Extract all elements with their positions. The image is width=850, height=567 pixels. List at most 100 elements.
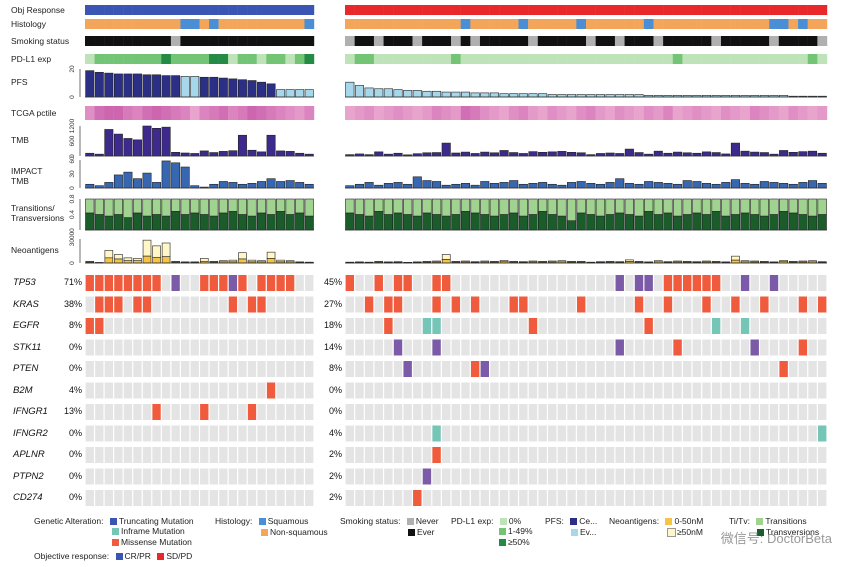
- mutation-cell: [133, 382, 142, 399]
- track-label: IMPACT TMB: [11, 166, 43, 186]
- mutation-cell: [634, 318, 644, 334]
- pdl1-cell-right: [586, 54, 596, 64]
- smoking-cell-right: [364, 36, 375, 46]
- mutation-cell: [190, 296, 199, 313]
- response-cell-right: [499, 5, 510, 15]
- pfs-bar: [161, 75, 171, 98]
- neoantigen-high-bar: [123, 257, 133, 262]
- mutation-cell: [238, 275, 247, 291]
- mutation-cell: [596, 318, 605, 334]
- mutation-cell: [171, 339, 180, 356]
- smoking-cell-left: [285, 36, 296, 46]
- mutation-cell: [769, 404, 779, 420]
- tcga-cell-right: [566, 106, 577, 120]
- pdl1-cell-right: [557, 54, 567, 64]
- mutation-cell: [95, 318, 104, 334]
- mutation-cell: [683, 318, 692, 334]
- mutation-cell: [692, 318, 702, 334]
- mutation-cell: [104, 468, 114, 485]
- mutation-cell: [247, 425, 257, 442]
- impact-bar: [266, 178, 276, 189]
- transition-bar: [537, 198, 548, 212]
- histology-cell-right: [720, 19, 731, 29]
- mutation-cell: [123, 404, 133, 420]
- mutation-cell: [702, 382, 711, 399]
- pfs-bar: [94, 71, 104, 98]
- legend-neo: Neoantigens: 0-50nM: [609, 516, 703, 526]
- impact-bar: [364, 182, 374, 189]
- mutation-cell: [345, 404, 355, 420]
- mutation-cell: [432, 339, 441, 356]
- impact-bar: [730, 179, 740, 189]
- mutation-cell: [266, 275, 276, 291]
- transition-bar: [701, 198, 712, 215]
- mutation-cell: [152, 361, 161, 377]
- tmb-bar: [808, 150, 818, 157]
- pdl1-cell-left: [237, 54, 248, 64]
- legend-response: Objective response: CR/PR SD/PD: [34, 551, 192, 561]
- transversion-bar: [537, 211, 548, 231]
- smoking-cell-right: [422, 36, 432, 46]
- impact-bar: [304, 183, 314, 189]
- gene-name: KRAS: [13, 298, 39, 310]
- smoking-cell-left: [266, 36, 277, 46]
- mutation-cell: [209, 318, 218, 334]
- pdl1-cell-left: [151, 54, 162, 64]
- mutation-cell: [190, 318, 199, 334]
- mutation-cell: [683, 490, 692, 506]
- impact-bar: [403, 183, 413, 189]
- legend-tv: Transversions: [753, 527, 819, 537]
- mutation-cell: [276, 361, 285, 377]
- mutation-cell: [692, 361, 702, 377]
- tmb-bar: [759, 152, 769, 157]
- pdl1-cell-right: [547, 54, 558, 64]
- mutation-cell: [247, 339, 257, 356]
- histology-cell-right: [422, 19, 432, 29]
- legend-nonsquamous-label: Non-squamous: [270, 527, 328, 537]
- mutation-cell: [364, 468, 374, 485]
- mutation-cell: [605, 339, 615, 356]
- tmb-bar: [518, 153, 528, 157]
- mutation-cell: [538, 361, 547, 377]
- mutation-cell: [567, 275, 576, 291]
- transversion-bar: [518, 215, 528, 231]
- mutation-cell: [171, 382, 180, 399]
- histology-cell-left: [142, 19, 152, 29]
- histology-cell-right: [557, 19, 567, 29]
- mutation-cell: [171, 468, 180, 485]
- response-cell-left: [237, 5, 248, 15]
- mutation-cell: [509, 318, 518, 334]
- impact-tick-label: 0: [69, 186, 76, 190]
- tcga-cell-right: [518, 106, 529, 120]
- response-cell-left: [180, 5, 191, 15]
- mutation-cell: [461, 404, 470, 420]
- tcga-cell-right: [730, 106, 741, 120]
- gene-left-percent: 4%: [68, 384, 82, 395]
- mutation-cell: [798, 404, 808, 420]
- mutation-cell: [114, 382, 123, 399]
- mutation-cell: [95, 447, 104, 463]
- smoking-cell-right: [345, 36, 355, 46]
- mutation-cell: [750, 296, 759, 313]
- transition-bar: [499, 198, 509, 215]
- mutation-cell: [470, 339, 480, 356]
- mutation-cell: [490, 275, 499, 291]
- pfs-bar: [285, 89, 295, 98]
- transversion-bar: [595, 215, 606, 231]
- mutation-cell: [817, 296, 827, 313]
- mutation-cell: [432, 404, 441, 420]
- mutation-cell: [219, 296, 228, 313]
- mutation-cell: [219, 468, 228, 485]
- mutation-cell: [181, 361, 190, 377]
- pdl1-cell-left: [209, 54, 219, 64]
- pfs-bar: [576, 94, 586, 98]
- mutation-cell: [305, 404, 314, 420]
- pfs-bar: [199, 76, 209, 98]
- legend-crpr-label: CR/PR: [124, 551, 151, 561]
- mutation-cell: [596, 275, 605, 291]
- watermark-text: 微信号: DoctorBeta: [720, 531, 832, 546]
- impact-bar: [528, 183, 538, 189]
- pfs-bar: [422, 90, 432, 98]
- transversion-bar: [615, 212, 625, 231]
- pdl1-cell-right: [692, 54, 702, 64]
